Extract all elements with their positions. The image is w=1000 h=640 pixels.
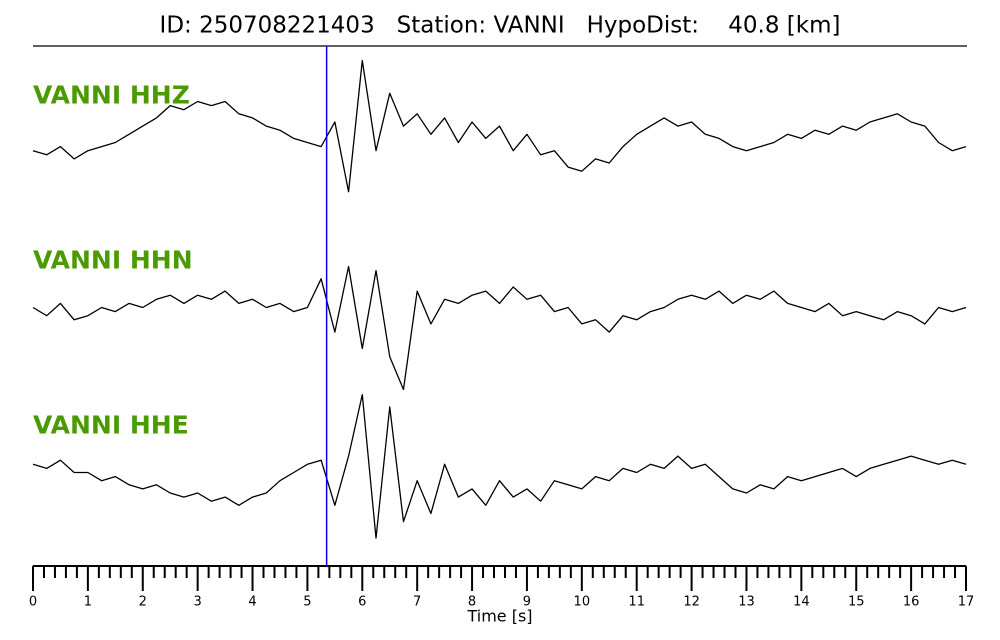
x-tick-label: 1: [84, 595, 92, 610]
waveform: [32, 59, 967, 193]
waveform: [32, 265, 967, 391]
x-tick-label: 9: [523, 595, 531, 610]
x-tick-label: 11: [628, 595, 645, 610]
chart-title: ID: 250708221403 Station: VANNI HypoDist…: [160, 13, 841, 39]
x-tick-label: 5: [303, 595, 311, 610]
x-tick-label: 10: [574, 595, 591, 610]
x-tick-label: 0: [29, 595, 37, 610]
trace-label: VANNI HHE: [33, 411, 189, 440]
x-axis-label: Time [s]: [466, 607, 532, 626]
x-tick-label: 6: [358, 595, 366, 610]
x-tick-label: 7: [413, 595, 421, 610]
x-tick-label: 15: [848, 595, 865, 610]
x-tick-label: 13: [738, 595, 755, 610]
trace-label: VANNI HHZ: [33, 81, 190, 110]
waveform: [32, 393, 967, 539]
trace-label: VANNI HHN: [33, 246, 193, 275]
x-tick-label: 14: [793, 595, 810, 610]
x-tick-label: 17: [958, 595, 975, 610]
x-tick-label: 8: [468, 595, 476, 610]
x-tick-label: 4: [248, 595, 256, 610]
x-tick-label: 16: [903, 595, 920, 610]
x-tick-label: 3: [194, 595, 202, 610]
x-tick-label: 12: [683, 595, 700, 610]
x-tick-label: 2: [139, 595, 147, 610]
